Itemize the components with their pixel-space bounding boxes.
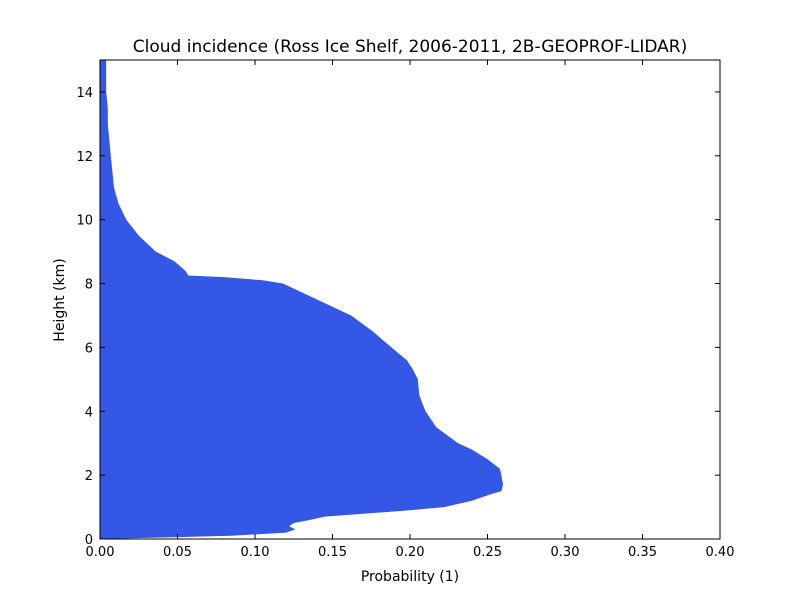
- x-axis-label: Probability (1): [361, 569, 459, 585]
- y-tick-label: 10: [76, 214, 93, 229]
- x-tick-label: 0.25: [473, 545, 502, 560]
- y-tick-label: 12: [76, 150, 93, 165]
- chart-title: Cloud incidence (Ross Ice Shelf, 2006-20…: [133, 37, 687, 57]
- x-tick-label: 0.40: [706, 545, 735, 560]
- y-tick-label: 4: [85, 405, 93, 420]
- x-tick-label: 0.30: [551, 545, 580, 560]
- y-axis-label: Height (km): [52, 258, 68, 341]
- y-tick-label: 6: [85, 341, 93, 356]
- x-axis: 0.00 0.05 0.10 0.15 0.20 0.25 0.30 0.35 0.40: [86, 60, 735, 560]
- x-tick-label: 0.35: [628, 545, 657, 560]
- y-tick-label: 14: [76, 86, 93, 101]
- y-tick-label: 2: [85, 469, 93, 484]
- y-tick-label: 8: [85, 278, 93, 293]
- x-tick-label: 0.20: [396, 545, 425, 560]
- y-tick-label: 0: [85, 533, 93, 548]
- y-axis: 0 2 4 6 8 10 12 14: [76, 86, 720, 548]
- x-tick-label: 0.15: [318, 545, 347, 560]
- x-tick-label: 0.10: [241, 545, 270, 560]
- cloud-incidence-area: [100, 60, 503, 539]
- x-tick-label: 0.00: [86, 545, 115, 560]
- x-tick-label: 0.05: [163, 545, 192, 560]
